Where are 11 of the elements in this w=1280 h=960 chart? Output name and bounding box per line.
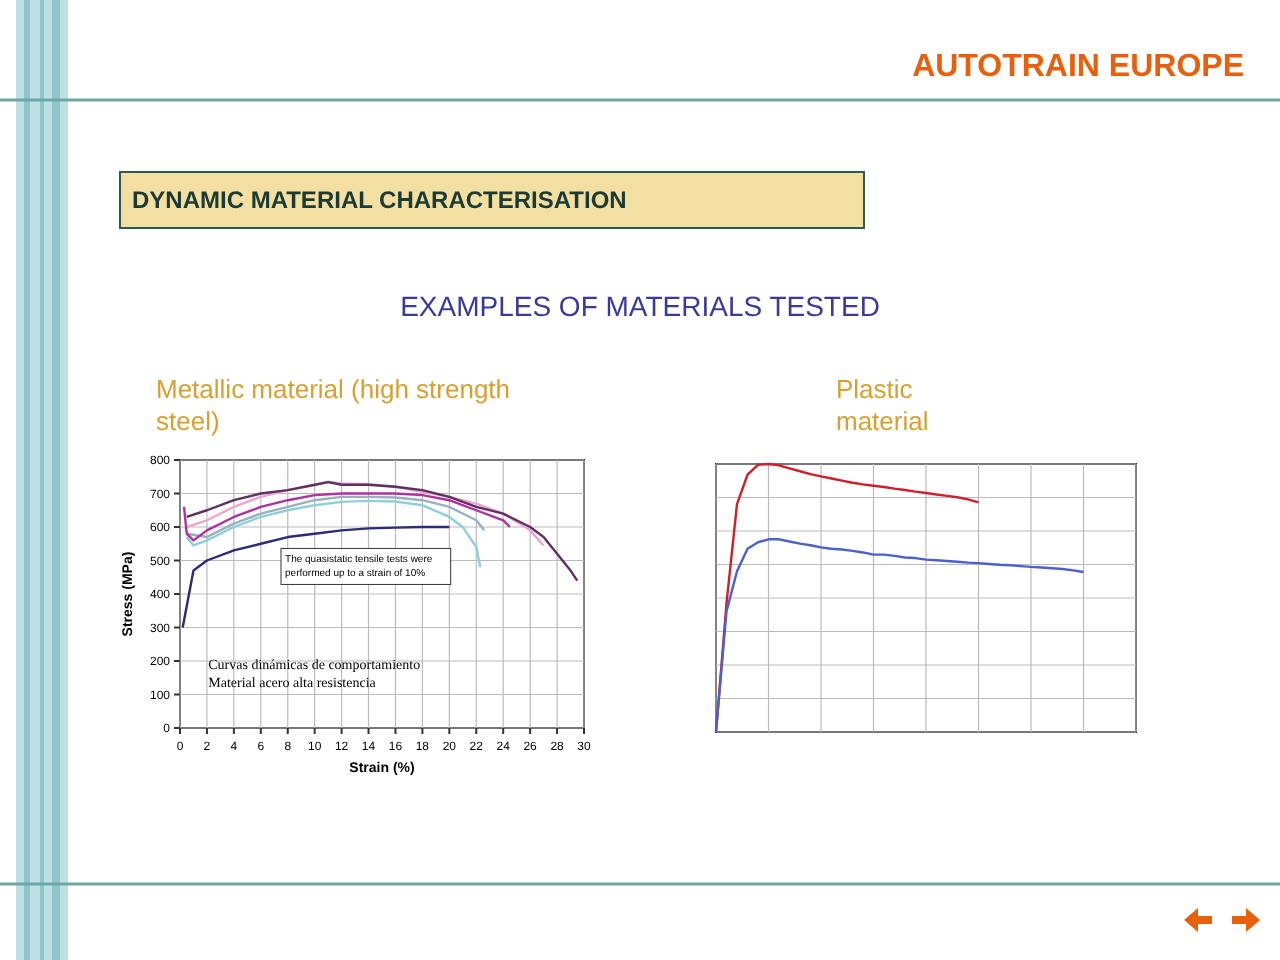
text: AUTOTRAIN EUROPE (912, 50, 1245, 84)
text: DYNAMIC MATERIAL CHARACTERISATION (132, 186, 627, 214)
line-series (182, 492, 512, 542)
text: EXAMPLES OF MATERIALS TESTED (400, 290, 880, 322)
line-series (185, 480, 545, 547)
line-series (181, 525, 451, 629)
chart-title: Plastic material (836, 374, 929, 436)
line-series (185, 499, 482, 569)
line-series (185, 480, 579, 582)
line-series (185, 495, 486, 539)
chart-title: Metallic material (high strength steel) (156, 374, 511, 436)
